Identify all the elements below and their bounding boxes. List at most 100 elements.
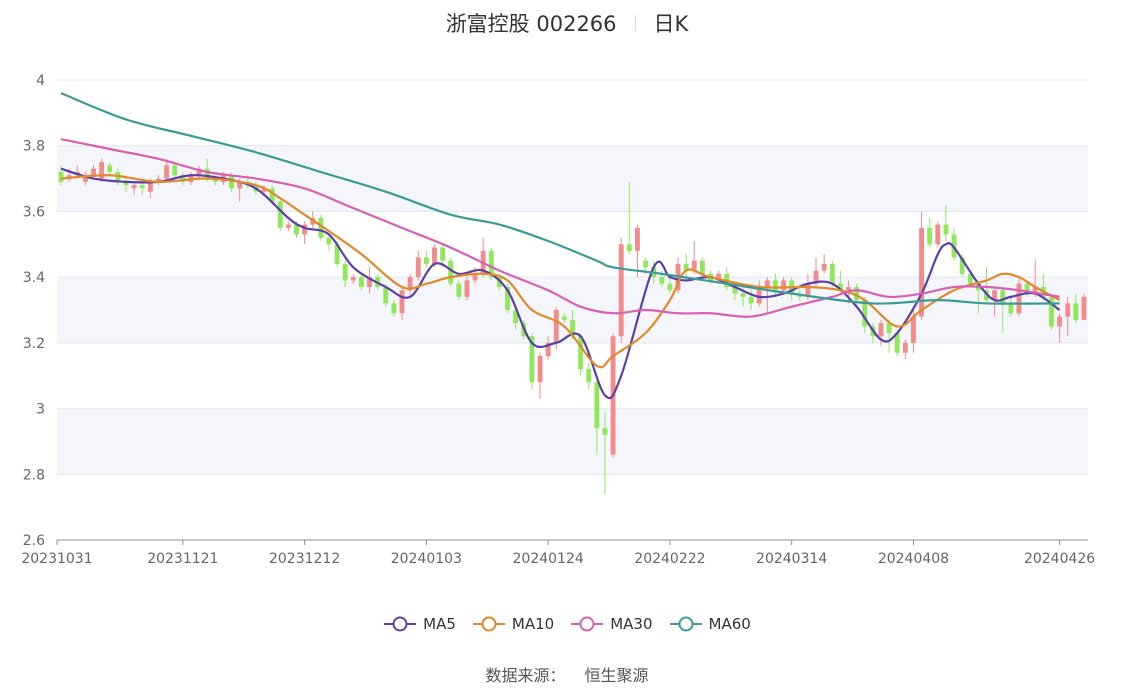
ma-line-ma60 <box>60 92 1060 305</box>
candle <box>1057 313 1063 343</box>
candle-body <box>472 273 478 281</box>
candle <box>285 221 291 232</box>
x-tick-label: 20240314 <box>756 551 827 567</box>
y-tick-label: 3 <box>36 402 45 418</box>
candle <box>1065 296 1071 337</box>
candle <box>172 162 178 179</box>
candle-body <box>911 316 916 343</box>
candle <box>886 319 892 353</box>
candle-body <box>505 287 510 310</box>
candle-body <box>196 168 202 176</box>
candle <box>342 260 348 287</box>
candle <box>1008 296 1014 317</box>
candle <box>618 237 624 343</box>
candle <box>399 287 405 320</box>
candle-body <box>285 224 291 228</box>
candle-body <box>846 287 851 291</box>
x-tick-label: 20240124 <box>513 551 584 567</box>
candle <box>586 362 592 389</box>
candle-body <box>432 247 437 264</box>
candle-body <box>383 287 389 304</box>
candlestick-chart: 43.83.63.43.232.82.6 20231031 20231121 202… <box>21 73 1095 567</box>
candle-body <box>862 300 868 327</box>
candle-body <box>781 280 787 291</box>
candle-body <box>107 165 113 172</box>
candle-body <box>805 283 811 297</box>
candle-body <box>1000 290 1006 304</box>
candle-body <box>878 323 884 337</box>
candle-body <box>302 224 308 235</box>
candle-body <box>440 247 446 261</box>
candle <box>935 221 941 248</box>
candle <box>131 181 137 195</box>
candle-body <box>813 270 819 284</box>
y-tick-label: 3.8 <box>23 139 45 155</box>
candle-body <box>407 277 413 291</box>
candle-body <box>967 273 973 284</box>
chart-title: 浙富控股 002266 日K <box>0 6 1134 40</box>
candle-body <box>399 290 405 314</box>
candle-body <box>919 227 925 317</box>
candle-body <box>1016 283 1022 314</box>
candle-body <box>756 287 762 304</box>
candle-body <box>415 257 421 278</box>
moving-average-lines <box>60 92 1061 400</box>
legend-item-ma60[interactable]: MA60 <box>669 615 751 633</box>
candle <box>513 306 519 330</box>
candle-body <box>586 369 592 383</box>
candle-body <box>269 188 275 202</box>
candle-body <box>391 303 397 314</box>
x-tick-label: 20231212 <box>269 551 340 567</box>
y-axis: 4 3.8 3.6 3.4 3.2 3 2.8 2.6 <box>23 73 45 549</box>
candle-body <box>821 264 827 271</box>
candle <box>943 204 949 241</box>
ma-line-ma30 <box>60 138 1060 318</box>
candle-body <box>326 237 332 245</box>
legend-marker-icon <box>472 616 505 632</box>
candle <box>448 257 454 287</box>
candle <box>302 221 308 245</box>
candle-body <box>91 168 96 176</box>
candle <box>358 273 364 291</box>
candle-body <box>164 165 170 179</box>
candle-body <box>829 264 835 284</box>
x-tick-label: 20231031 <box>21 551 92 567</box>
candle <box>667 277 673 294</box>
candle <box>180 172 186 186</box>
candle-body <box>561 316 567 320</box>
candle <box>992 287 998 317</box>
grid-band <box>57 408 1088 475</box>
candle <box>545 336 551 360</box>
candle-body <box>935 224 941 245</box>
candle-body <box>277 201 283 228</box>
chart-title-name: 浙富控股 002266 <box>445 12 617 36</box>
candle <box>82 172 88 186</box>
candle-body <box>212 178 218 182</box>
candle-body <box>943 224 949 235</box>
candle-body <box>1073 303 1079 320</box>
candle-body <box>992 290 998 301</box>
candle-body <box>1065 303 1071 317</box>
legend-item-ma10[interactable]: MA10 <box>472 615 554 633</box>
candle-body <box>894 333 900 353</box>
candle-body <box>58 172 64 182</box>
candle <box>683 254 689 278</box>
y-tick-label: 3.2 <box>23 336 45 352</box>
data-source-label: 数据来源： <box>485 666 566 685</box>
legend-label: MA60 <box>708 615 751 633</box>
candle <box>1049 293 1054 330</box>
candle-body <box>854 287 860 301</box>
legend-item-ma5[interactable]: MA5 <box>383 615 456 633</box>
candle-body <box>537 356 543 383</box>
candle-body <box>342 264 348 281</box>
candle <box>464 277 470 301</box>
candle <box>1081 293 1087 320</box>
candle-body <box>886 323 892 333</box>
x-axis: 20231031 20231121 20231212 20240103 20240124… <box>21 539 1095 567</box>
candle-body <box>334 244 340 264</box>
y-tick-label: 3.6 <box>23 204 45 220</box>
candle <box>756 280 762 307</box>
ma-line-ma5 <box>60 167 1061 400</box>
legend-item-ma30[interactable]: MA30 <box>570 615 653 633</box>
candle <box>1000 287 1006 333</box>
